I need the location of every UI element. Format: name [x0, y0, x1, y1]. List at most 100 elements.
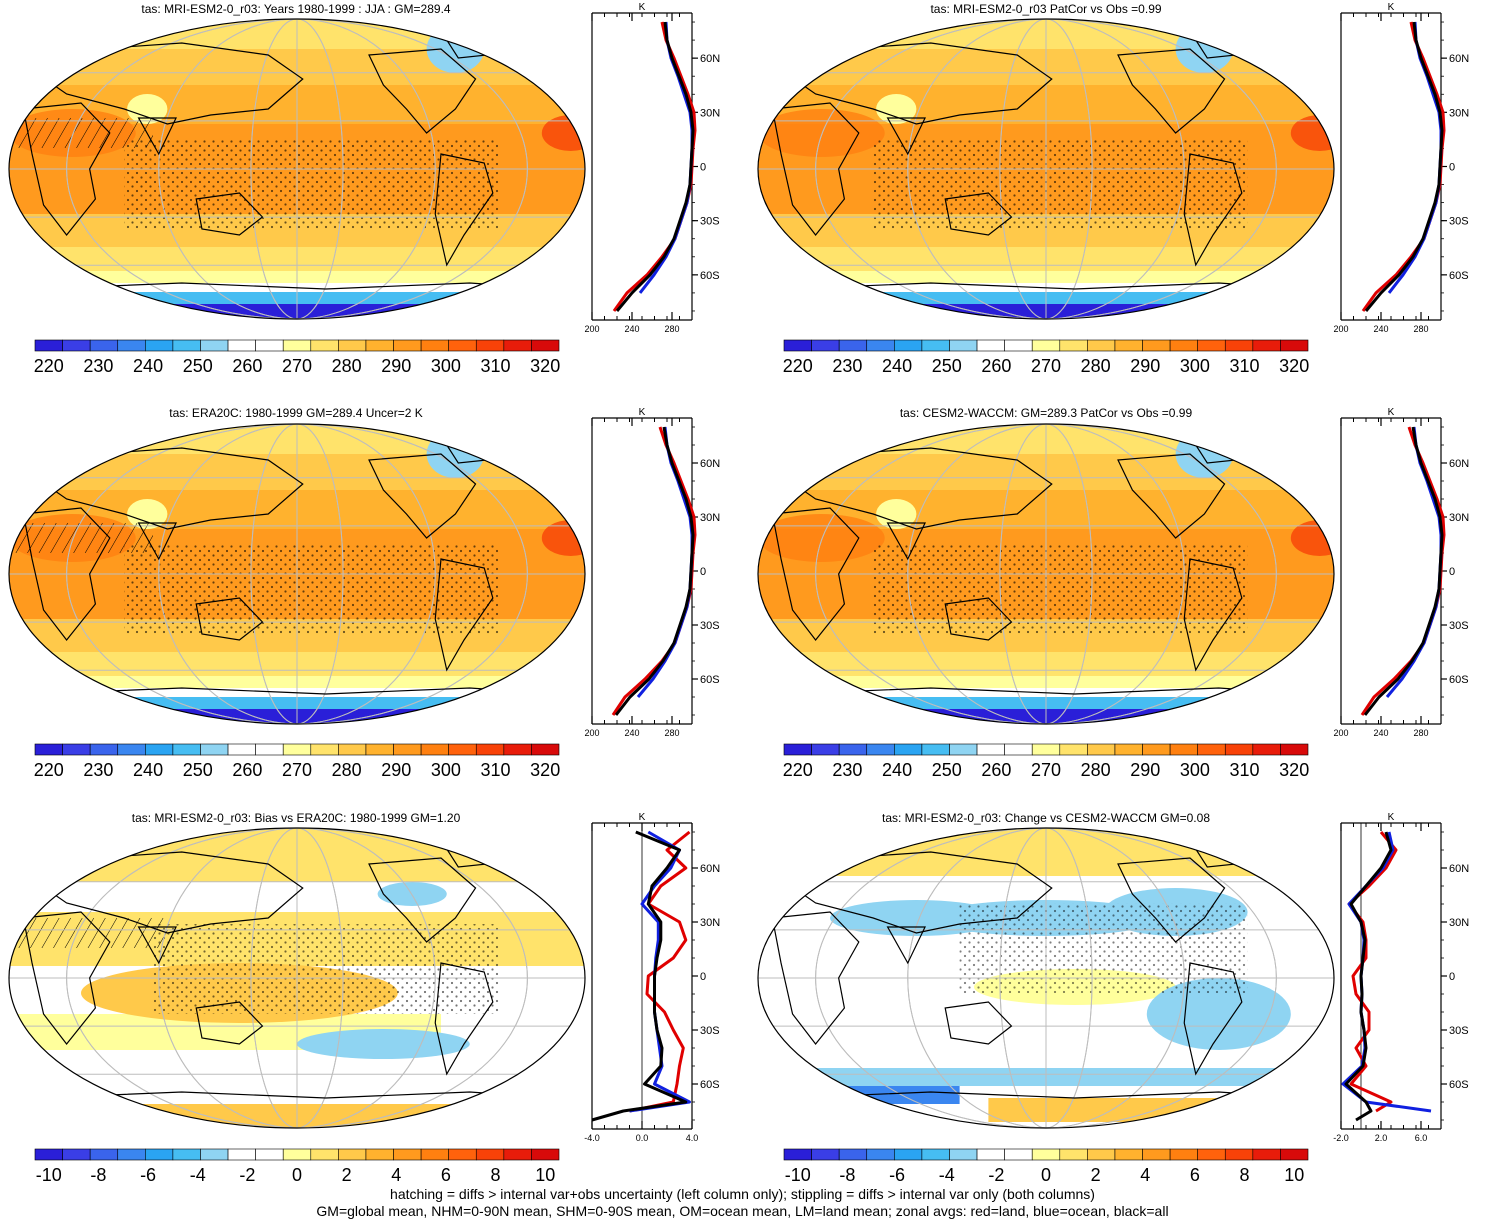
continent-outline — [1183, 558, 1243, 672]
zonal-lat-label: 0 — [1449, 162, 1455, 174]
zonal-plot-6: K -2.0 2.0 6.0 60N 30N 0 30S 60S — [1333, 812, 1469, 1143]
zonal-x-tick-label: 280 — [664, 728, 679, 738]
colorbar-swatch — [393, 339, 422, 352]
continent-outline — [1183, 153, 1243, 267]
colorbar-label: 260 — [232, 760, 262, 780]
colorbar-label: 250 — [183, 760, 213, 780]
colorbar-swatch — [838, 1148, 868, 1161]
zonal-lat-label: 0 — [1449, 971, 1455, 983]
colorbar-swatch — [227, 339, 256, 352]
zonal-line-all — [1344, 831, 1393, 1122]
colorbar-label: 270 — [282, 356, 312, 376]
colorbar-swatch — [117, 339, 146, 352]
map-border — [757, 18, 1335, 320]
colorbar-swatch — [976, 743, 1005, 756]
colorbar-label: 300 — [1180, 356, 1210, 376]
colorbar-3: 220 230 240 250 260 270 280 290 300 310 320 — [34, 743, 560, 780]
colorbar-swatch — [866, 743, 895, 756]
panel-title-3: tas: ERA20C: 1980-1999 GM=289.4 Uncer=2 … — [169, 406, 423, 420]
continent-outline — [22, 507, 111, 641]
map-border — [8, 827, 586, 1129]
colorbar-swatch — [117, 1148, 146, 1161]
zonal-lat-label: 60N — [1449, 458, 1469, 470]
colorbar-swatch — [448, 743, 477, 756]
zonal-lat-label: 60S — [700, 674, 720, 686]
colorbar-swatch — [866, 339, 895, 352]
colorbar-swatch — [62, 339, 91, 352]
colorbar-4: 220 230 240 250 260 270 280 290 300 310 320 — [783, 743, 1309, 780]
zonal-unit-label: K — [1388, 407, 1395, 418]
zonal-lat-label: 60S — [700, 270, 720, 282]
zonal-lat-label: 60S — [1449, 270, 1469, 282]
colorbar-label: 320 — [530, 356, 560, 376]
colorbar-swatch — [62, 1148, 91, 1161]
colorbar-swatch — [1224, 339, 1254, 352]
colorbar-swatch — [172, 1148, 201, 1161]
colorbar-label: 310 — [481, 760, 511, 780]
colorbar-swatch — [448, 1148, 477, 1161]
zonal-x-tick-label: 200 — [1333, 324, 1348, 334]
colorbar-label: -8 — [839, 1165, 855, 1185]
colorbar-swatch — [227, 1148, 256, 1161]
colorbar-swatch — [866, 1148, 895, 1161]
colorbar-swatch — [921, 1148, 950, 1161]
colorbar-swatch — [1059, 339, 1088, 352]
colorbar-label: 320 — [1279, 760, 1309, 780]
colorbar-swatch — [976, 339, 1005, 352]
colorbar-swatch — [338, 339, 367, 352]
colorbar-swatch — [475, 743, 505, 756]
zonal-x-tick-label: 280 — [1413, 728, 1428, 738]
colorbar-swatch — [89, 1148, 119, 1161]
colorbar-swatch — [282, 1148, 312, 1161]
zonal-lat-label: 30S — [700, 1025, 720, 1037]
zonal-lat-label: 30S — [1449, 1025, 1469, 1037]
colorbar-swatch — [1114, 1148, 1143, 1161]
colorbar-swatch — [145, 339, 174, 352]
colorbar-label: 270 — [1031, 760, 1061, 780]
zonal-x-tick-label: 240 — [1373, 728, 1388, 738]
graticule — [758, 828, 1334, 1128]
colorbar-label: -10 — [36, 1165, 62, 1185]
colorbar-swatch — [1004, 1148, 1033, 1161]
continent-outline — [771, 102, 860, 236]
zonal-x-tick-label: 240 — [1373, 324, 1388, 334]
colorbar-swatch — [475, 1148, 505, 1161]
colorbar-label: 230 — [83, 356, 113, 376]
colorbar-swatch — [393, 1148, 422, 1161]
colorbar-label: 230 — [832, 356, 862, 376]
colorbar-5: -10 -8 -6 -4 -2 0 2 4 6 8 10 — [34, 1148, 560, 1185]
colorbar-label: 6 — [1190, 1165, 1200, 1185]
colorbar-label: 220 — [783, 356, 813, 376]
continent-outline — [137, 926, 177, 965]
colorbar-swatch — [1280, 743, 1309, 756]
colorbar-swatch — [200, 1148, 229, 1161]
colorbar-swatch — [894, 743, 923, 756]
colorbar-swatch — [255, 1148, 284, 1161]
zonal-lat-label: 30N — [1449, 512, 1469, 524]
zonal-lat-label: 30N — [700, 107, 720, 119]
colorbar-swatch — [1252, 1148, 1281, 1161]
continent-outline — [368, 453, 477, 539]
colorbar-swatch — [34, 1148, 63, 1161]
graticule — [9, 828, 585, 1128]
colorbar-label: 290 — [381, 760, 411, 780]
colorbar-swatch — [145, 743, 174, 756]
colorbar-label: 250 — [932, 760, 962, 780]
colorbar-swatch — [1142, 1148, 1171, 1161]
colorbar-swatch — [365, 339, 394, 352]
continent-outline — [195, 192, 264, 236]
colorbar-swatch — [783, 339, 812, 352]
zonal-x-tick-label: 240 — [624, 324, 639, 334]
colorbar-6: -10 -8 -6 -4 -2 0 2 4 6 8 10 — [783, 1148, 1309, 1185]
colorbar-label: 2 — [342, 1165, 352, 1185]
colorbar-label: 320 — [530, 760, 560, 780]
colorbar-swatch — [1280, 339, 1309, 352]
colorbar-label: 4 — [1140, 1165, 1150, 1185]
colorbar-label: 260 — [981, 356, 1011, 376]
zonal-lat-label: 30S — [700, 216, 720, 228]
colorbar-label: 310 — [481, 356, 511, 376]
zonal-lat-label: 30S — [1449, 216, 1469, 228]
continent-outline — [770, 851, 1053, 934]
colorbar-swatch — [1197, 1148, 1226, 1161]
continent-outline — [886, 522, 926, 561]
